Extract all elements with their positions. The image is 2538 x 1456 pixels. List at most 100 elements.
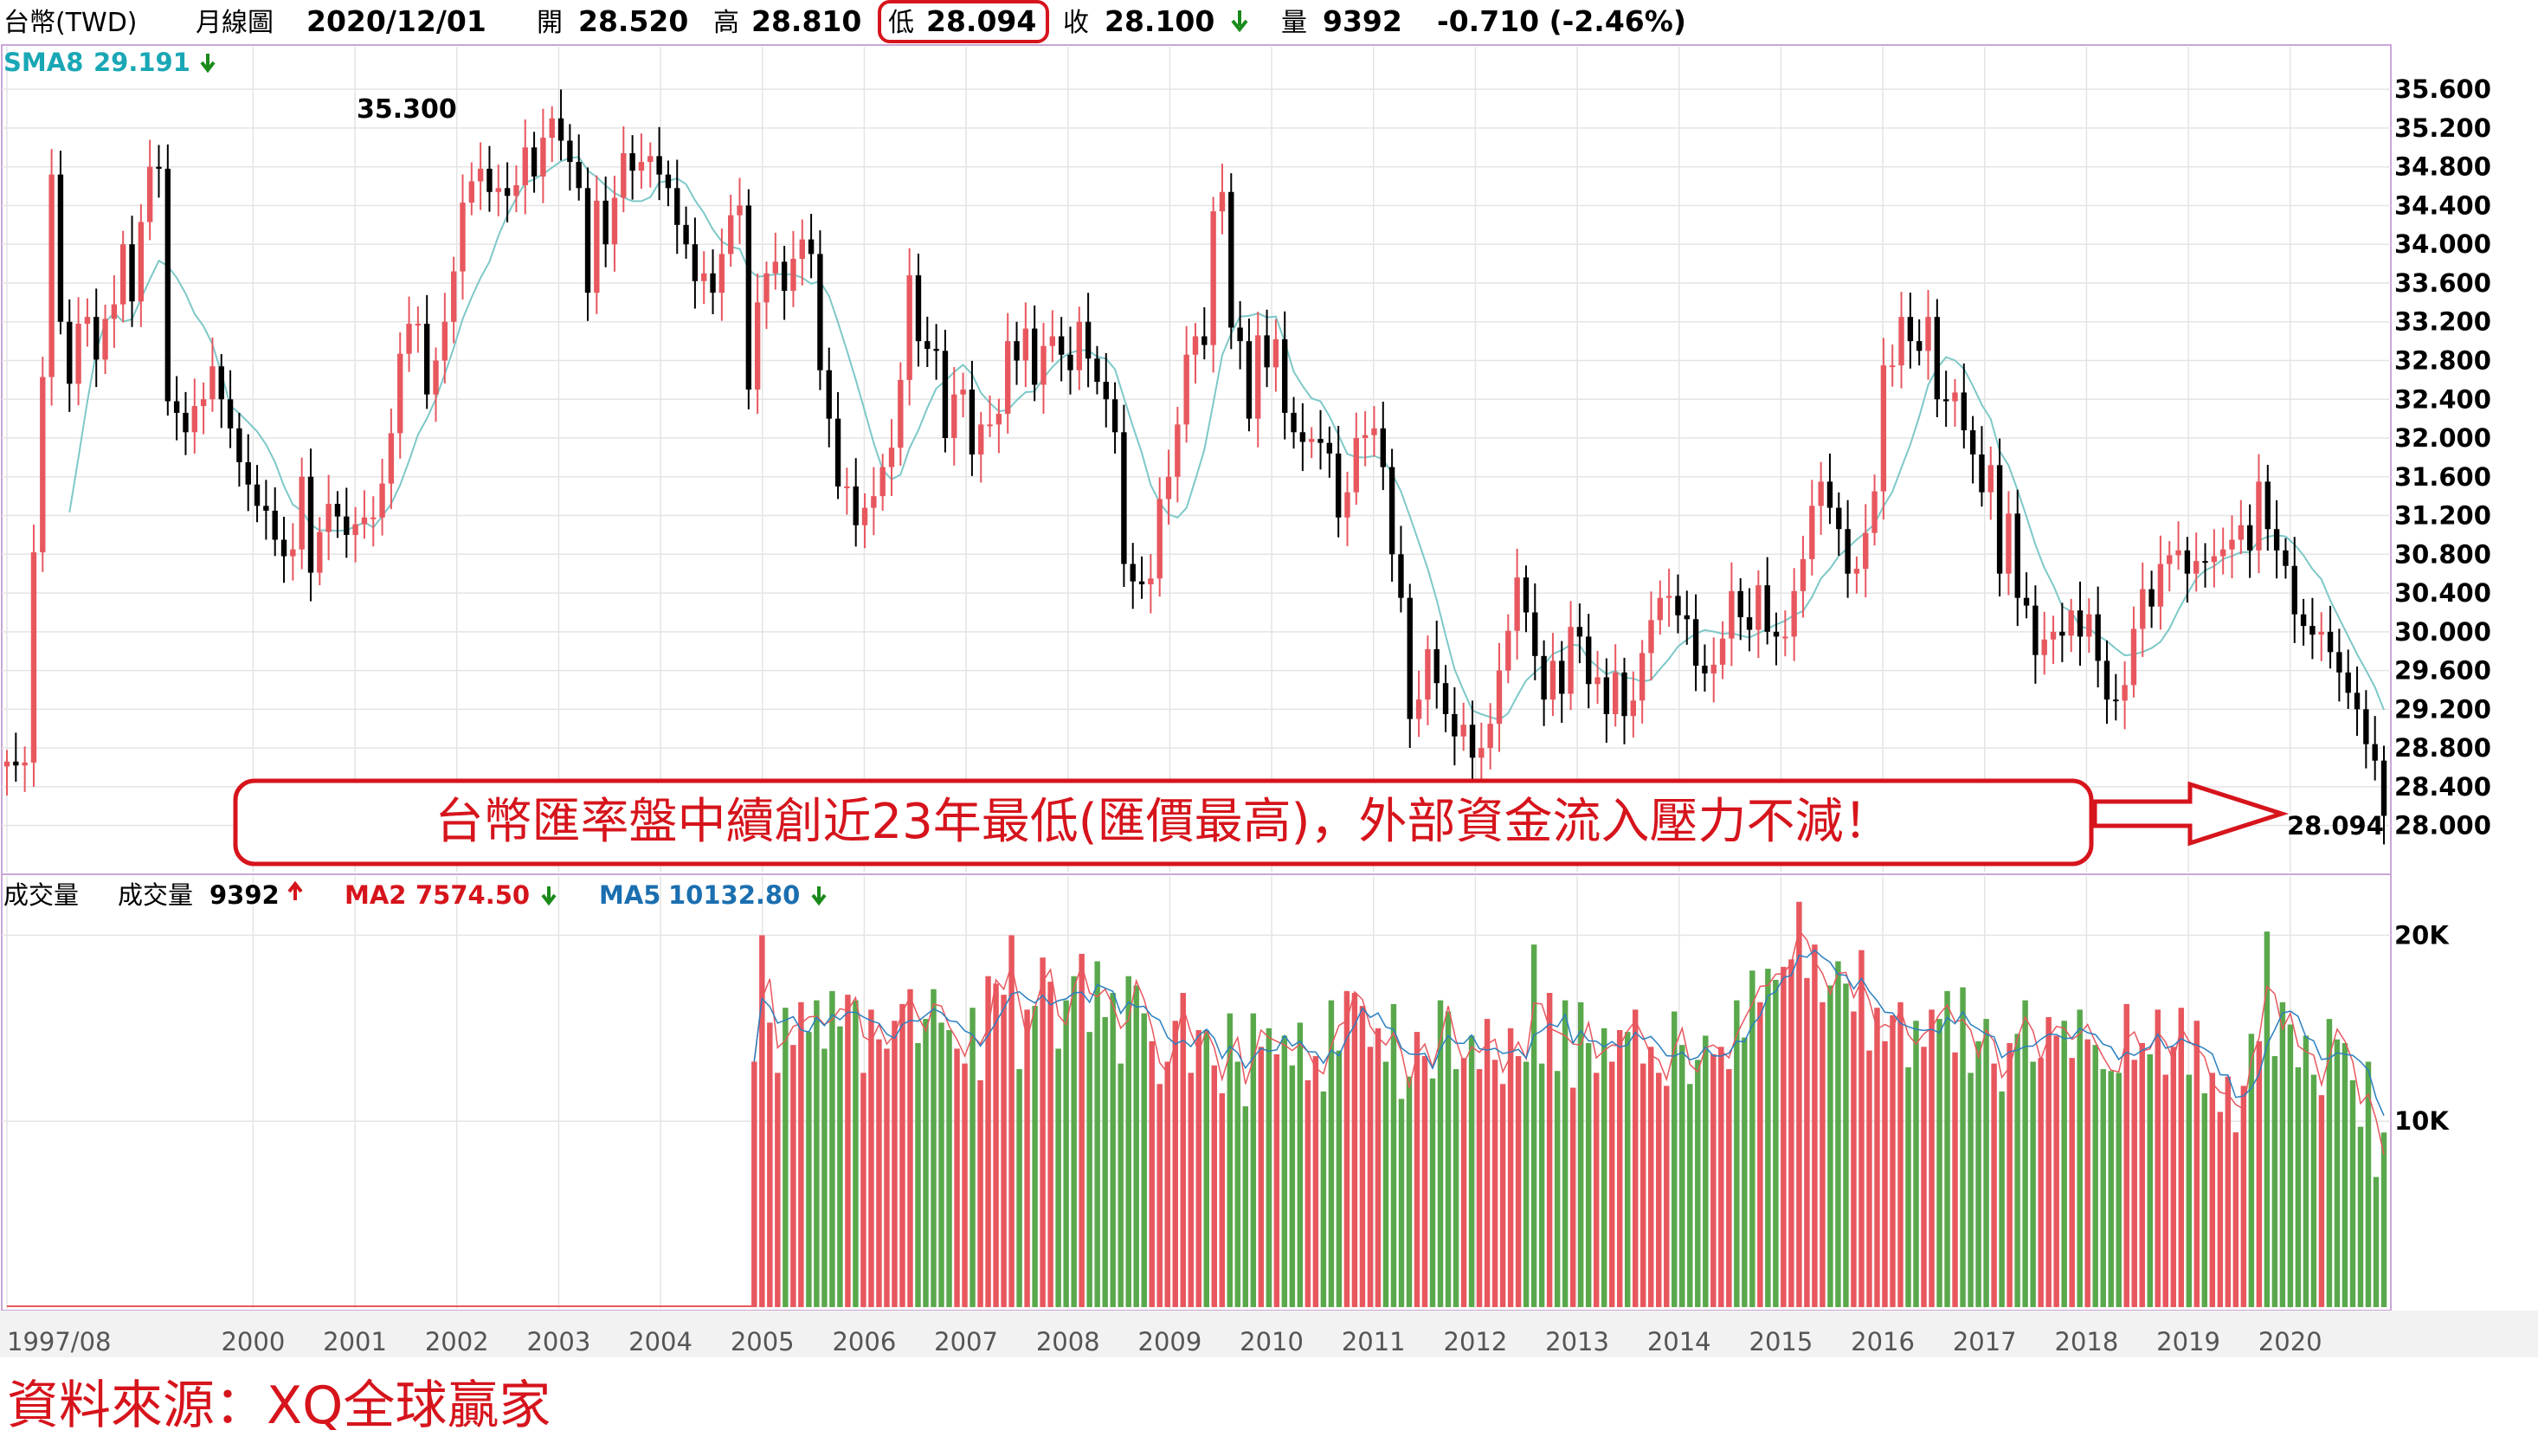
candle-body (531, 147, 538, 177)
volume-bar (1398, 1098, 1405, 1307)
volume-bar (1601, 1028, 1607, 1307)
candle-body (2193, 561, 2200, 574)
volume-bar (2271, 1056, 2278, 1307)
candle-body (1272, 338, 1279, 368)
candle-body (1094, 358, 1100, 383)
candle-body (647, 156, 654, 163)
volume-bar (1781, 966, 1787, 1307)
candle-body (2130, 628, 2137, 686)
candle-body (1442, 683, 1449, 714)
price-tick-label: 32.400 (2394, 384, 2491, 414)
candle-body (200, 399, 207, 407)
volume-bar (2326, 1019, 2333, 1307)
candle-body (513, 184, 519, 196)
volume-bar (1367, 1047, 1374, 1307)
candle-body (138, 222, 145, 302)
candle-body (1907, 317, 1914, 342)
candle-body (1576, 627, 1583, 637)
price-tick-label: 34.800 (2394, 152, 2491, 182)
time-tick-label: 2010 (1240, 1327, 1304, 1356)
candle-body (817, 254, 823, 370)
candle-body (1916, 341, 1923, 351)
volume-bar (2279, 1002, 2286, 1307)
volume-bar (1219, 1093, 1226, 1307)
volume-bar (2131, 1060, 2137, 1307)
candle-body (1156, 499, 1163, 579)
candle-body (460, 203, 466, 272)
close-down-arrow-icon (1231, 10, 1248, 33)
volume-bar (1929, 1009, 1935, 1307)
time-tick-label: 2014 (1647, 1327, 1711, 1356)
price-tick-label: 33.600 (2394, 268, 2491, 298)
candle-body (2032, 605, 2039, 655)
candle-body (2068, 610, 2074, 636)
time-tick-label: 2003 (526, 1327, 590, 1356)
candle-body (1898, 317, 1904, 366)
candle-body (2219, 549, 2226, 557)
volume-bar (1897, 1002, 1904, 1307)
candle-body (1228, 191, 1234, 328)
volume-bar (1297, 1022, 1304, 1307)
candle-body (853, 486, 859, 525)
volume-bar (962, 1063, 968, 1307)
candle-body (1478, 748, 1485, 758)
time-tick-label: 2020 (2258, 1327, 2322, 1356)
volume-bar (2217, 1111, 2224, 1307)
candle-body (1532, 612, 1538, 656)
candle-body (48, 174, 55, 377)
candle-body (1049, 336, 1056, 346)
price-tick-label: 29.600 (2394, 656, 2491, 686)
period-label[interactable]: 月線圖 (196, 8, 274, 38)
time-tick-label: 2008 (1036, 1327, 1100, 1356)
candle-body (611, 197, 618, 245)
volume-bar (1507, 1028, 1514, 1307)
high-label: 高 (713, 8, 739, 38)
candle-body (1692, 619, 1699, 666)
candle-body (1979, 454, 1985, 493)
price-tick-label: 35.600 (2394, 74, 2491, 104)
candle-body (2273, 529, 2280, 551)
candle-body (1934, 317, 1941, 400)
price-tick-label: 31.200 (2394, 501, 2491, 531)
volume-bar (1656, 1073, 1662, 1307)
volume-bar (1094, 961, 1100, 1307)
sma8-legend-label: SMA8 (3, 48, 83, 77)
volume-bar (1936, 1019, 1942, 1307)
candle-body (737, 205, 743, 216)
candle-body (1362, 435, 1369, 439)
candle-body (1067, 354, 1073, 370)
close-value: 28.100 (1105, 4, 1214, 38)
volume-bar (1149, 1040, 1155, 1307)
volume-bar (783, 1008, 789, 1307)
candle-body (745, 205, 752, 390)
candle-body (1335, 453, 1342, 518)
ma2-legend-value: 7574.50 (415, 880, 530, 910)
candle-body (1407, 597, 1413, 719)
ma5-path (753, 949, 2385, 1117)
volume-bar (1640, 1063, 1646, 1307)
callout-arrow-icon (2092, 781, 2290, 847)
candle-body (656, 156, 662, 175)
volume-bar (1820, 1002, 1826, 1307)
candle-body (2059, 631, 2065, 636)
candle-body (1594, 677, 1601, 685)
volume-bar (1710, 1053, 1717, 1307)
candle-body (665, 174, 672, 189)
volume-bar (1843, 983, 1849, 1307)
volume-bar (1414, 1032, 1420, 1307)
candle-body (468, 181, 475, 203)
candle-body (638, 162, 645, 171)
candle-body (1425, 648, 1431, 700)
candle-body (1809, 506, 1815, 559)
candle-body (245, 462, 251, 485)
candle-body (1952, 392, 1958, 402)
candle-body (1282, 338, 1288, 413)
volume-bar (876, 1039, 882, 1307)
candle-body (218, 366, 224, 400)
volume-bar (837, 1026, 843, 1307)
volume-bar (1773, 979, 1779, 1307)
volume-bars (7, 901, 2387, 1307)
change-value: -0.710 (-2.46%) (1437, 4, 1686, 38)
volume-bar (1336, 1050, 1343, 1307)
